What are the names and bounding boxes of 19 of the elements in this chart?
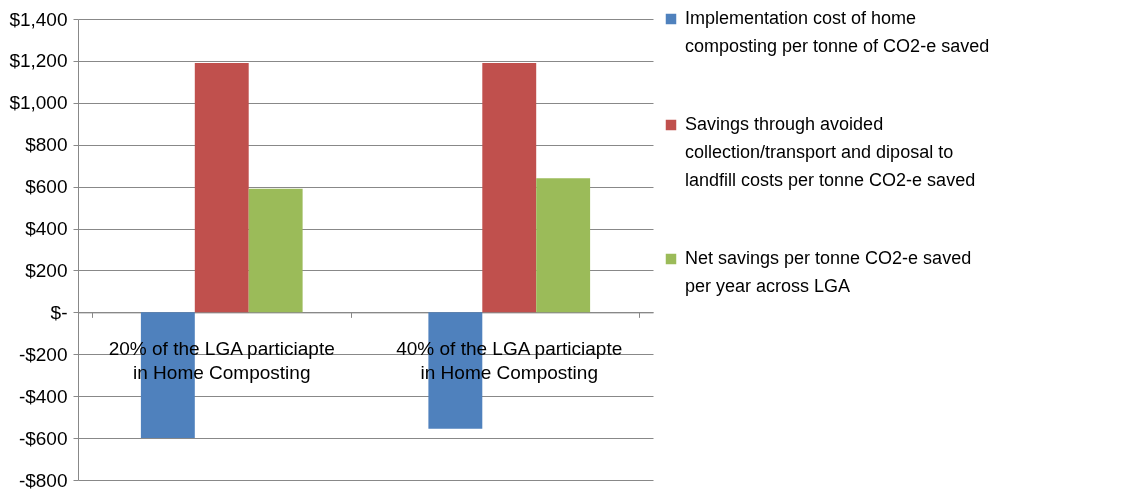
y-tick-label: $1,000 bbox=[9, 92, 68, 114]
y-tick-label: -$400 bbox=[18, 385, 68, 407]
legend-label: Savings through avoided collection/transport and diposal to landfill costs per tonne CO2-e saved bbox=[685, 114, 976, 190]
y-tick-label: $1,400 bbox=[9, 8, 68, 30]
bar bbox=[248, 188, 303, 313]
bar bbox=[536, 178, 591, 313]
bar bbox=[482, 63, 537, 313]
y-tick-label: -$800 bbox=[18, 469, 68, 491]
y-tick-label: -$600 bbox=[18, 427, 68, 449]
y-tick-label: $400 bbox=[25, 218, 68, 240]
y-tick-label: $800 bbox=[25, 134, 68, 156]
y-tick-label: -$200 bbox=[18, 343, 68, 365]
legend-label: Net savings per tonne CO2-e saved per year across LGA bbox=[685, 248, 972, 296]
y-tick-label: $- bbox=[50, 301, 68, 323]
bar bbox=[194, 63, 249, 313]
legend-label: Implementation cost of home composting per tonne of CO2-e saved bbox=[685, 8, 990, 56]
y-tick-label: $600 bbox=[25, 176, 68, 198]
y-tick-label: $1,200 bbox=[9, 50, 68, 72]
y-tick-label: $200 bbox=[25, 259, 68, 281]
